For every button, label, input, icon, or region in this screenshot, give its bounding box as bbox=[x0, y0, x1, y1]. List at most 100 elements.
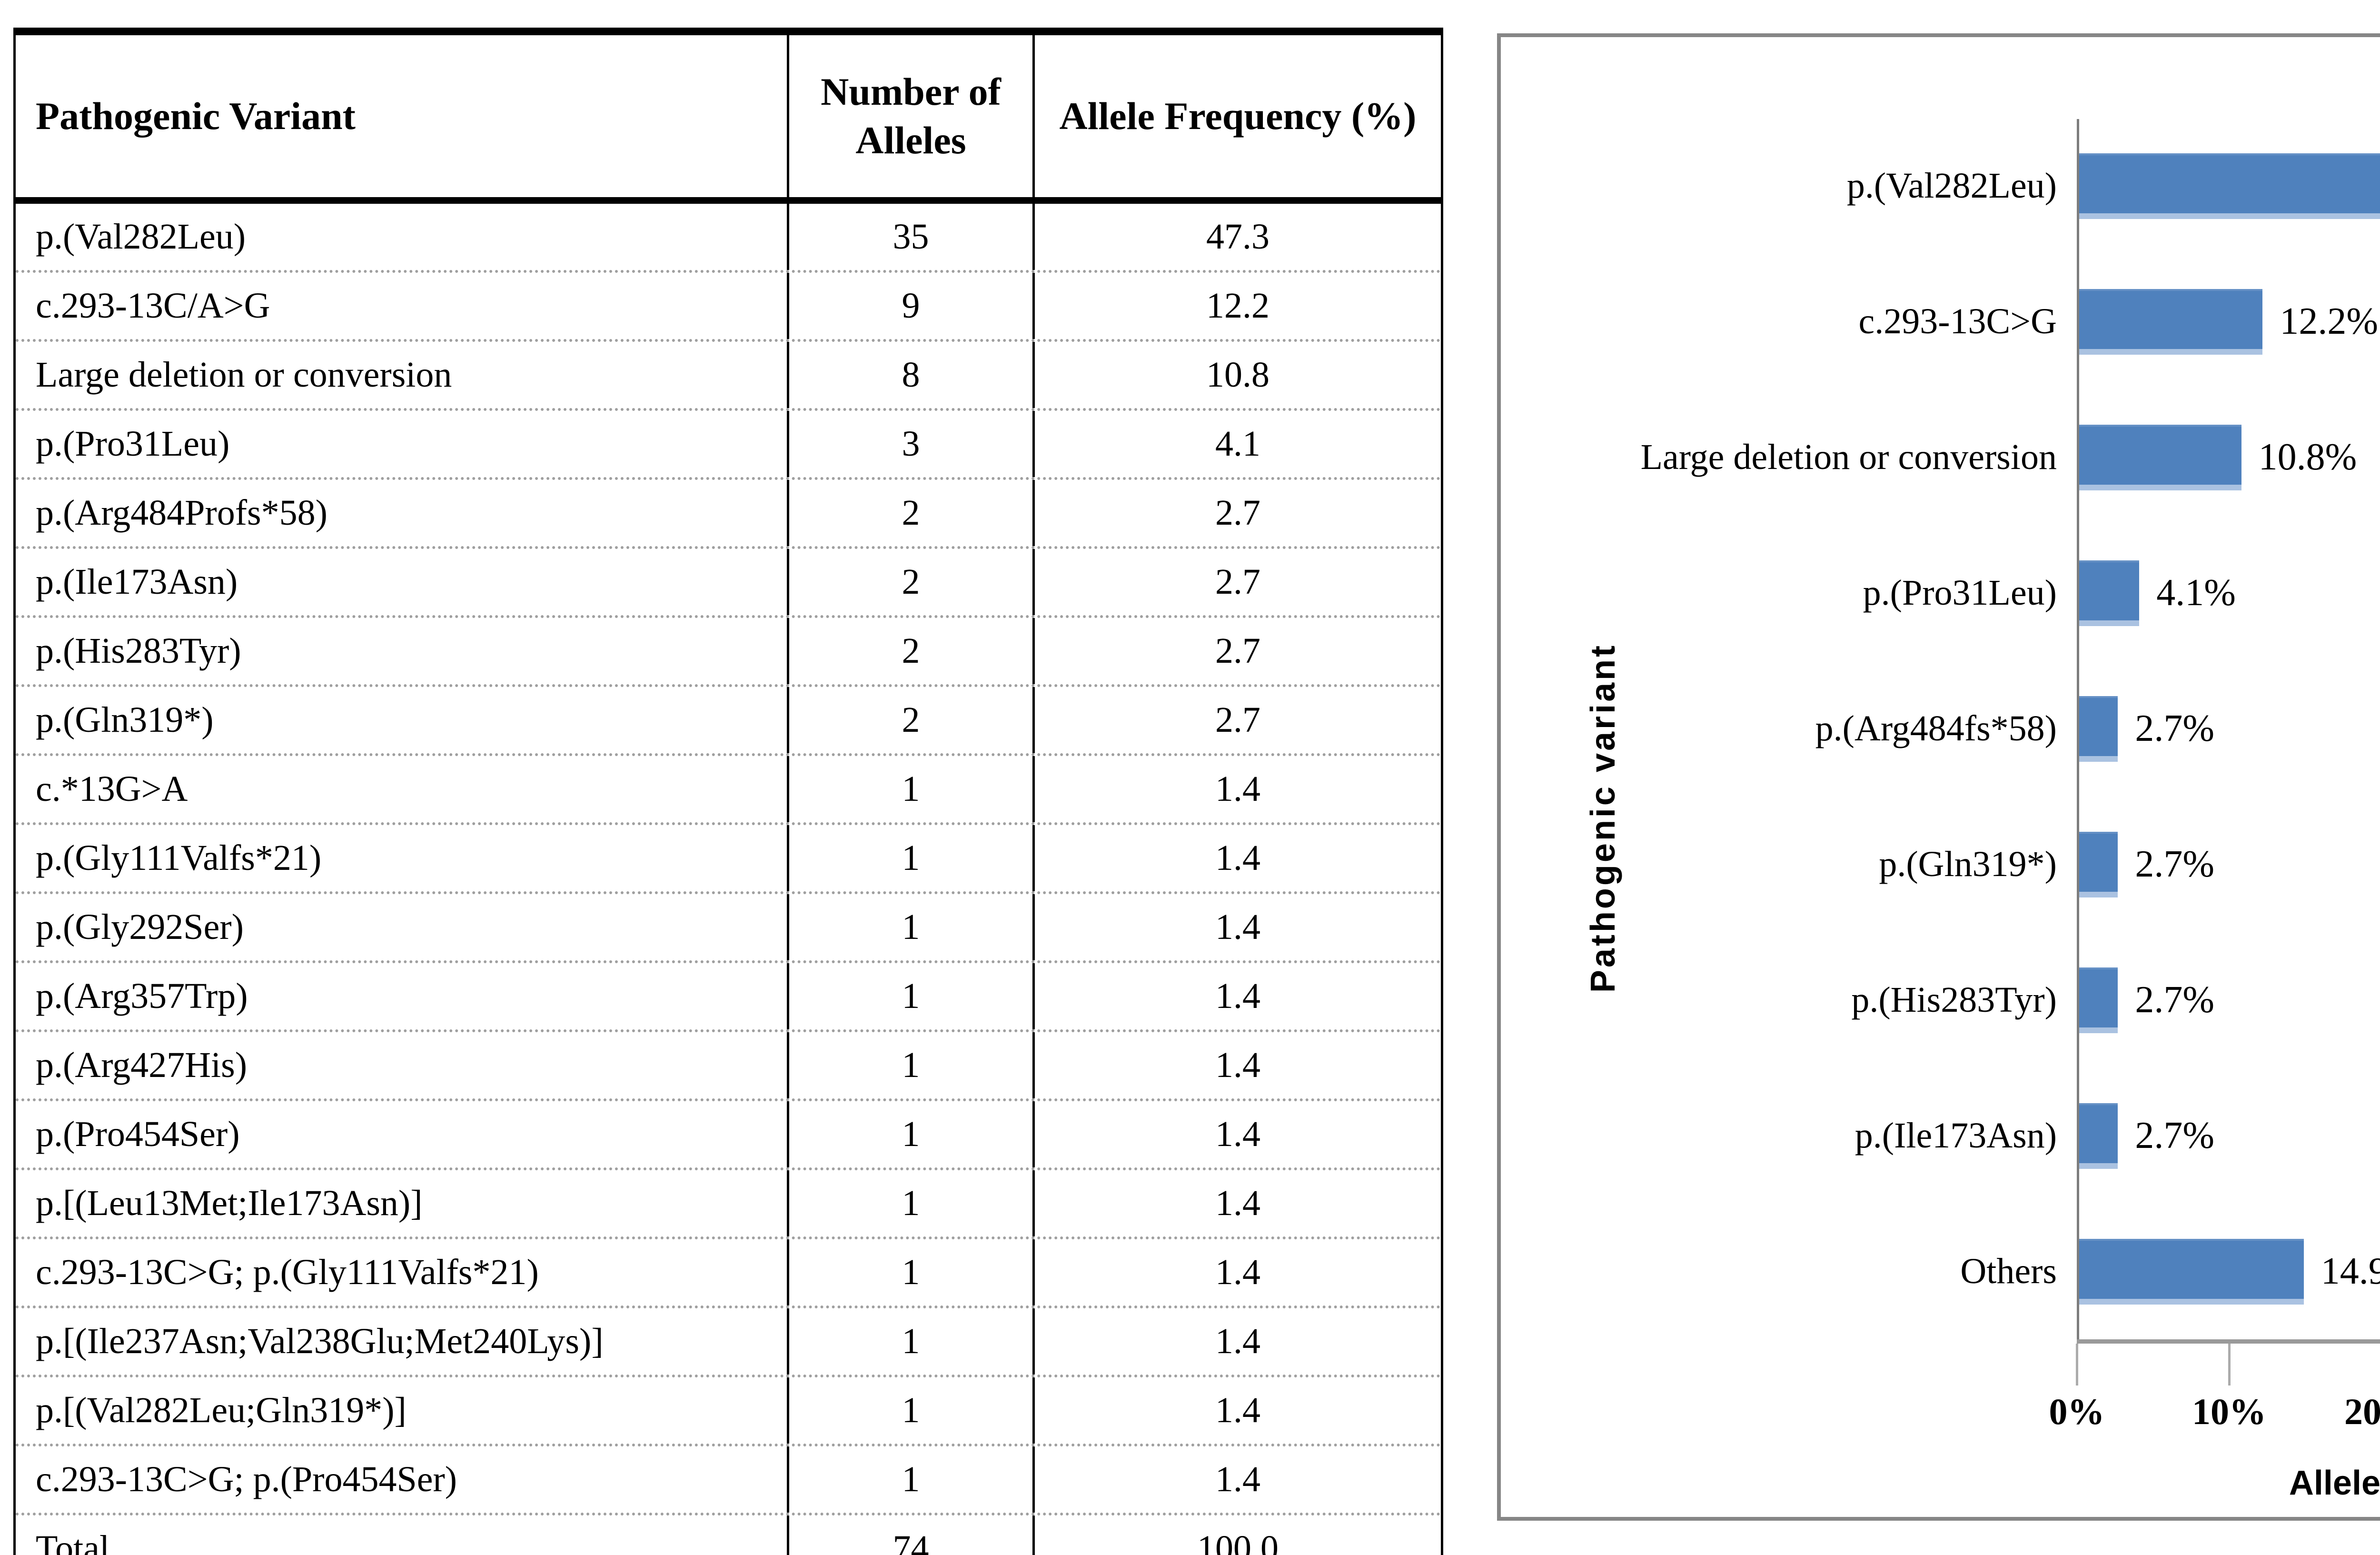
y-axis-title: Pathogenic variant bbox=[1584, 643, 1622, 993]
y-axis-line bbox=[2077, 119, 2079, 1344]
bar-rows: p.(Val282Leu) 47.3% c.293-13C>G 12.2% La… bbox=[1501, 118, 2380, 1339]
cell-alleles: 1 bbox=[787, 1239, 1032, 1306]
x-axis-tickmarks bbox=[2076, 1344, 2380, 1386]
category-label: p.(Gln319*) bbox=[1879, 844, 2057, 884]
cell-frequency: 1.4 bbox=[1032, 1239, 1441, 1306]
header-pathogenic-variant: Pathogenic Variant bbox=[36, 94, 356, 138]
bar-row: p.(Arg484fs*58) 2.7% bbox=[1501, 661, 2380, 797]
category-label: p.(Pro31Leu) bbox=[1863, 573, 2057, 613]
category-label: Large deletion or conversion bbox=[1640, 437, 2057, 477]
category-label: p.(Ile173Asn) bbox=[1854, 1116, 2057, 1156]
x-tick-mark bbox=[2076, 1344, 2078, 1386]
allele-frequency-bar-chart: Pathogenic variant p.(Val282Leu) 47.3% c… bbox=[1497, 33, 2380, 1521]
bar bbox=[2077, 289, 2263, 355]
bar-value-label: 2.7% bbox=[2135, 708, 2215, 749]
cell-total-label: Total bbox=[36, 1528, 110, 1555]
cell-alleles: 1 bbox=[787, 1446, 1032, 1513]
cell-frequency: 1.4 bbox=[1032, 894, 1441, 960]
cell-alleles: 2 bbox=[787, 480, 1032, 546]
bar bbox=[2077, 1103, 2118, 1169]
cell-frequency: 1.4 bbox=[1032, 963, 1441, 1029]
x-tick-label: 10% bbox=[2192, 1391, 2266, 1432]
table-row: p.(Arg357Trp) 1 1.4 bbox=[16, 960, 1441, 1029]
bar-value-label: 2.7% bbox=[2135, 843, 2215, 885]
table-row: c.293-13C>G; p.(Pro454Ser) 1 1.4 bbox=[16, 1444, 1441, 1513]
cell-alleles: 1 bbox=[787, 756, 1032, 822]
cell-frequency: 10.8 bbox=[1032, 342, 1441, 408]
x-axis-title: Allele Frequency (%) bbox=[2289, 1464, 2380, 1502]
cell-alleles: 1 bbox=[787, 825, 1032, 891]
cell-variant: p.(Ile173Asn) bbox=[36, 562, 238, 602]
variant-table: Pathogenic Variant Number of Alleles All… bbox=[13, 28, 1443, 1555]
table-row: p.[(Leu13Met;Ile173Asn)] 1 1.4 bbox=[16, 1167, 1441, 1236]
x-tick-label: 20% bbox=[2344, 1391, 2380, 1432]
cell-frequency: 47.3 bbox=[1032, 204, 1441, 270]
cell-frequency: 2.7 bbox=[1032, 687, 1441, 753]
cell-variant: c.293-13C/A>G bbox=[36, 286, 270, 326]
table-row: c.293-13C>G; p.(Gly111Valfs*21) 1 1.4 bbox=[16, 1236, 1441, 1306]
bar bbox=[2077, 153, 2380, 219]
cell-alleles: 9 bbox=[787, 273, 1032, 339]
cell-variant: p.(Gly292Ser) bbox=[36, 907, 244, 947]
cell-alleles: 1 bbox=[787, 1377, 1032, 1444]
bar-value-label: 10.8% bbox=[2258, 436, 2357, 478]
bar-row: p.(Ile173Asn) 2.7% bbox=[1501, 1068, 2380, 1204]
table-row: p.(Arg484Profs*58) 2 2.7 bbox=[16, 477, 1441, 546]
cell-frequency: 2.7 bbox=[1032, 549, 1441, 615]
x-axis-tick-labels: 0% 10% 20% 30% 40% 50% bbox=[2049, 1390, 2380, 1451]
cell-alleles: 2 bbox=[787, 618, 1032, 684]
bar bbox=[2077, 696, 2118, 762]
table-total-row: Total 74 100.0 bbox=[16, 1513, 1441, 1555]
cell-variant: p.(Arg484Profs*58) bbox=[36, 493, 327, 533]
cell-frequency: 1.4 bbox=[1032, 1170, 1441, 1236]
cell-alleles: 3 bbox=[787, 411, 1032, 477]
bar bbox=[2077, 424, 2241, 490]
cell-frequency: 1.4 bbox=[1032, 825, 1441, 891]
cell-variant: c.293-13C>G; p.(Pro454Ser) bbox=[36, 1459, 457, 1499]
table-row: c.*13G>A 1 1.4 bbox=[16, 753, 1441, 822]
cell-frequency: 1.4 bbox=[1032, 1377, 1441, 1444]
table-row: p.(Pro454Ser) 1 1.4 bbox=[16, 1098, 1441, 1167]
cell-frequency: 1.4 bbox=[1032, 1308, 1441, 1375]
cell-alleles: 1 bbox=[787, 1170, 1032, 1236]
cell-variant: p.(Val282Leu) bbox=[36, 217, 246, 257]
bar-row: p.(Val282Leu) 47.3% bbox=[1501, 118, 2380, 254]
bar-value-label: 12.2% bbox=[2280, 300, 2379, 342]
cell-alleles: 1 bbox=[787, 894, 1032, 960]
table-row: c.293-13C/A>G 9 12.2 bbox=[16, 270, 1441, 339]
category-label: p.(Arg484fs*58) bbox=[1815, 708, 2057, 748]
cell-variant: p.(Pro454Ser) bbox=[36, 1114, 240, 1154]
x-tick-mark bbox=[2228, 1344, 2231, 1386]
cell-total-alleles: 74 bbox=[787, 1515, 1032, 1555]
cell-variant: p.[(Ile237Asn;Val238Glu;Met240Lys)] bbox=[36, 1321, 604, 1361]
category-label: p.(His283Tyr) bbox=[1851, 980, 2057, 1020]
cell-alleles: 1 bbox=[787, 963, 1032, 1029]
header-allele-frequency: Allele Frequency (%) bbox=[1032, 35, 1441, 197]
cell-variant: p.[(Val282Leu;Gln319*)] bbox=[36, 1390, 407, 1430]
cell-variant: c.293-13C>G; p.(Gly111Valfs*21) bbox=[36, 1252, 539, 1292]
cell-alleles: 2 bbox=[787, 687, 1032, 753]
table-row: p.(Gln319*) 2 2.7 bbox=[16, 684, 1441, 753]
cell-frequency: 2.7 bbox=[1032, 618, 1441, 684]
cell-variant: p.[(Leu13Met;Ile173Asn)] bbox=[36, 1183, 423, 1223]
bar-value-label: 2.7% bbox=[2135, 1115, 2215, 1156]
x-tick-label: 0% bbox=[2049, 1391, 2105, 1432]
table-body: p.(Val282Leu) 35 47.3 c.293-13C/A>G 9 12… bbox=[16, 204, 1441, 1513]
table-row: p.(Val282Leu) 35 47.3 bbox=[16, 204, 1441, 270]
cell-frequency: 1.4 bbox=[1032, 756, 1441, 822]
cell-variant: p.(Gly111Valfs*21) bbox=[36, 838, 322, 878]
cell-variant: p.(Pro31Leu) bbox=[36, 424, 230, 464]
category-label: c.293-13C>G bbox=[1858, 301, 2057, 341]
cell-variant: p.(Arg427His) bbox=[36, 1045, 248, 1085]
cell-frequency: 4.1 bbox=[1032, 411, 1441, 477]
cell-frequency: 12.2 bbox=[1032, 273, 1441, 339]
category-label: Others bbox=[1960, 1251, 2057, 1291]
cell-alleles: 1 bbox=[787, 1032, 1032, 1098]
table-row: p.(His283Tyr) 2 2.7 bbox=[16, 615, 1441, 684]
bar bbox=[2077, 560, 2140, 626]
bar-row: p.(His283Tyr) 2.7% bbox=[1501, 932, 2380, 1068]
table-row: p.(Ile173Asn) 2 2.7 bbox=[16, 546, 1441, 615]
bar-row: c.293-13C>G 12.2% bbox=[1501, 254, 2380, 389]
table-row: p.(Pro31Leu) 3 4.1 bbox=[16, 408, 1441, 477]
